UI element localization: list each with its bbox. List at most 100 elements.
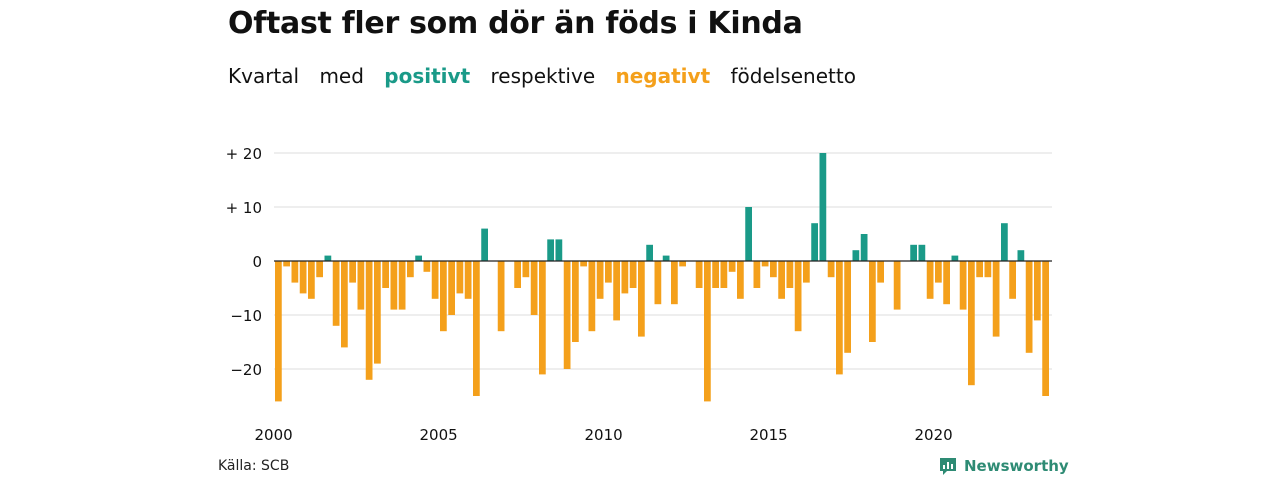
source-note: Källa: SCB	[218, 458, 290, 474]
data-bar	[596, 261, 604, 299]
data-bar	[374, 261, 381, 364]
data-bar	[365, 261, 373, 380]
data-bar	[1034, 261, 1041, 321]
data-bar	[984, 261, 992, 278]
data-bar	[613, 261, 620, 321]
data-bar	[588, 261, 596, 332]
data-bar	[811, 223, 818, 261]
y-tick-label: + 20	[226, 145, 262, 163]
data-bar	[407, 261, 414, 278]
subtitle-word-respektive: respektive	[490, 64, 596, 88]
y-tick-label: + 10	[226, 199, 262, 217]
data-bar	[992, 261, 1000, 337]
data-bar	[926, 261, 934, 299]
data-bar	[893, 261, 901, 310]
x-tick-label: 2005	[420, 426, 458, 444]
x-tick-label: 2020	[915, 426, 953, 444]
subtitle-negative-label: negativt	[615, 64, 711, 88]
data-bar	[555, 239, 563, 261]
data-bar	[770, 261, 777, 278]
data-bar	[1017, 250, 1025, 261]
data-bar	[473, 261, 480, 396]
data-bar	[712, 261, 719, 288]
data-bar	[704, 261, 711, 402]
data-bar	[283, 261, 290, 267]
data-bar	[844, 261, 851, 353]
data-bar	[316, 261, 323, 278]
data-bar	[646, 244, 653, 261]
data-bar	[390, 261, 398, 310]
data-bar	[753, 261, 761, 288]
data-bar	[968, 261, 975, 386]
data-bar	[530, 261, 538, 315]
data-bar	[324, 255, 332, 261]
data-bar	[786, 261, 794, 288]
data-bar	[959, 261, 967, 310]
y-tick-label: 0	[252, 253, 262, 271]
data-bar	[910, 244, 917, 261]
data-bar	[456, 261, 464, 294]
data-bar	[1042, 261, 1049, 396]
data-bar	[398, 261, 406, 310]
data-bar	[1009, 261, 1016, 299]
data-bar	[728, 261, 736, 272]
data-bar	[308, 261, 315, 299]
chart-subtitle: Kvartal med positivt respektive negativt…	[228, 64, 870, 88]
data-bar	[803, 261, 810, 283]
data-bar	[720, 261, 728, 288]
brand-name: Newsworthy	[964, 457, 1069, 475]
data-bar	[737, 261, 744, 299]
data-bar	[638, 261, 645, 337]
data-bar	[448, 261, 455, 315]
data-bar	[943, 261, 950, 305]
data-bar	[522, 261, 530, 278]
chart-title: Oftast fler som dör än föds i Kinda	[228, 6, 803, 41]
x-tick-label: 2015	[750, 426, 788, 444]
data-bar	[662, 255, 670, 261]
data-bar	[580, 261, 587, 267]
data-bar	[464, 261, 472, 299]
data-bar	[382, 261, 389, 288]
data-bar	[431, 261, 439, 299]
data-bar	[563, 261, 571, 369]
data-bar	[440, 261, 447, 332]
data-bar	[605, 261, 612, 283]
data-bar	[976, 261, 983, 278]
data-bar	[836, 261, 843, 375]
subtitle-word-fodelsenetto: födelsenetto	[730, 64, 856, 88]
data-bar	[497, 261, 505, 332]
data-bar	[423, 261, 431, 272]
data-bar	[539, 261, 546, 375]
data-bar	[918, 244, 926, 261]
data-bar	[951, 255, 959, 261]
data-bar	[695, 261, 703, 288]
data-bar	[332, 261, 340, 326]
subtitle-positive-label: positivt	[384, 64, 471, 88]
y-tick-label: −20	[230, 361, 262, 379]
data-bar	[1025, 261, 1033, 353]
data-bar	[935, 261, 942, 283]
data-bar	[654, 261, 662, 305]
data-bar	[514, 261, 521, 288]
data-bar	[357, 261, 365, 310]
data-bar	[621, 261, 629, 294]
data-bar	[877, 261, 884, 283]
data-bar	[852, 250, 860, 261]
data-bar	[1001, 223, 1008, 261]
data-bar	[778, 261, 785, 299]
newsworthy-logo-icon	[940, 458, 956, 475]
data-bar	[572, 261, 579, 342]
data-bar	[827, 261, 835, 278]
data-bar	[819, 153, 827, 261]
x-tick-label: 2010	[585, 426, 623, 444]
data-bar	[481, 228, 488, 261]
data-bar	[629, 261, 637, 288]
data-bar	[869, 261, 876, 342]
y-tick-label: −10	[230, 307, 262, 325]
data-bar	[299, 261, 307, 294]
data-bar	[291, 261, 299, 283]
data-bar	[679, 261, 686, 267]
data-bar	[671, 261, 678, 305]
brand-logo: Newsworthy	[938, 456, 1069, 476]
